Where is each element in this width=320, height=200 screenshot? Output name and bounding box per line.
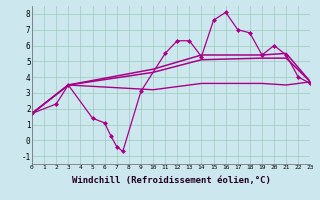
X-axis label: Windchill (Refroidissement éolien,°C): Windchill (Refroidissement éolien,°C) (72, 176, 271, 185)
